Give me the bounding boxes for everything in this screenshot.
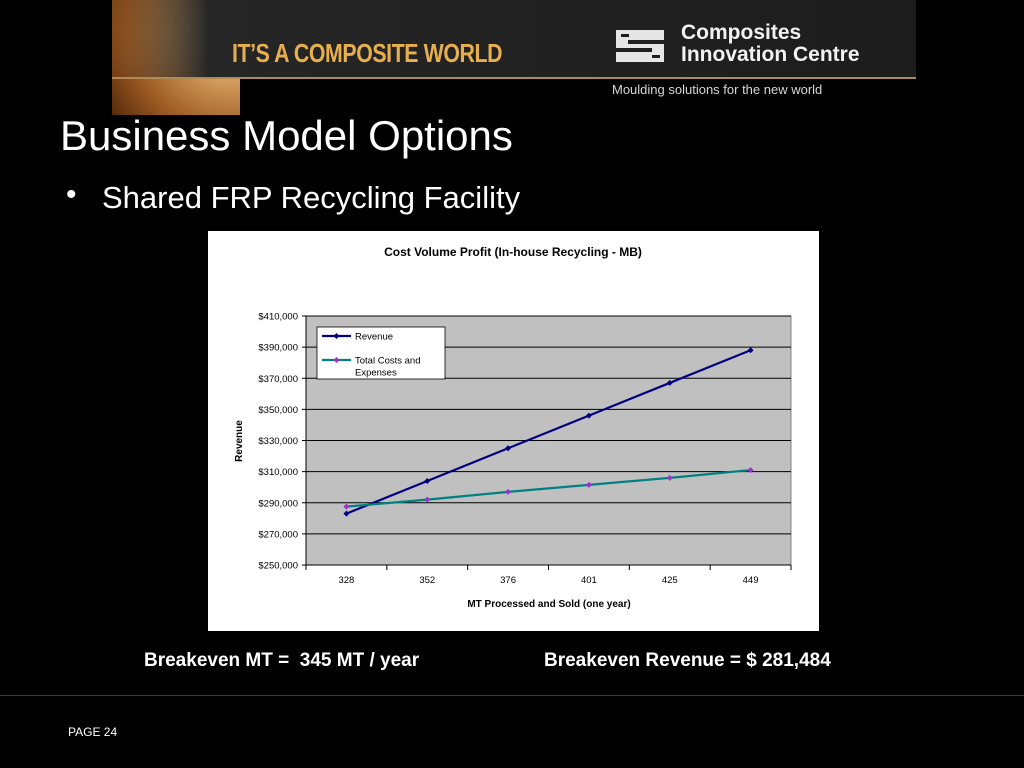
x-axis-label: MT Processed and Sold (one year) (467, 599, 630, 610)
page-number: PAGE 24 (68, 725, 118, 739)
costs-line (346, 468, 751, 508)
slide-title: Business Model Options (60, 112, 513, 159)
org-name-line2: Innovation Centre (681, 43, 860, 66)
costs-point (505, 488, 512, 495)
legend-marker (333, 357, 340, 363)
revenue-line (346, 349, 751, 515)
x-tick-label: 425 (662, 575, 678, 586)
chart-title: Cost Volume Profit (In-house Recycling -… (384, 245, 642, 259)
costs-point (585, 481, 592, 488)
x-tick-label: 376 (500, 575, 516, 586)
costs-point (747, 467, 754, 474)
cic-logo-icon (616, 30, 664, 62)
costs-point (343, 503, 350, 510)
revenue-point (505, 445, 512, 452)
legend-label: Total Costs and Expenses (355, 356, 420, 379)
y-tick-label: $390,000 (258, 343, 298, 354)
breakeven-mt: Breakeven MT = 345 MT / year (144, 650, 420, 671)
revenue-point (747, 347, 754, 354)
x-tick-label: 401 (581, 575, 597, 586)
y-tick-label: $290,000 (258, 498, 298, 509)
x-tick-label: 328 (338, 575, 354, 586)
costs-point (666, 474, 673, 481)
revenue-point (343, 510, 350, 517)
y-tick-label: $410,000 (258, 312, 298, 323)
revenue-point (666, 379, 673, 386)
y-tick-label: $350,000 (258, 405, 298, 416)
y-tick-label: $330,000 (258, 436, 298, 447)
chart-container: $250,000 $270,000 $290,000 $310,000 $330,000… (208, 231, 819, 631)
bullet-text: Shared FRP Recycling Facility (102, 180, 521, 215)
y-tick-label: $270,000 (258, 529, 298, 540)
footer-divider (0, 695, 1024, 696)
tagline: IT’S A COMPOSITE WORLD (232, 38, 503, 68)
bullet-icon: • (66, 178, 77, 211)
header-banner: IT’S A COMPOSITE WORLD Composites Innova… (0, 0, 1024, 115)
cvp-chart: $250,000 $270,000 $290,000 $310,000 $330,000… (234, 245, 792, 610)
y-axis-label: Revenue (234, 420, 245, 462)
y-tick-label: $370,000 (258, 374, 298, 385)
breakeven-revenue: Breakeven Revenue = $ 281,484 (544, 650, 831, 671)
motto: Moulding solutions for the new world (612, 82, 823, 97)
y-tick-label: $310,000 (258, 467, 298, 478)
y-tick-label: $250,000 (258, 561, 298, 572)
revenue-point (585, 412, 592, 419)
banner-band (112, 0, 916, 78)
costs-point (424, 496, 431, 503)
header-divider (112, 77, 916, 79)
x-tick-label: 352 (419, 575, 435, 586)
legend-marker (333, 333, 340, 339)
org-name: Composites Innovation Centre (681, 22, 860, 66)
revenue-point (424, 477, 431, 484)
legend-label: Revenue (355, 332, 393, 343)
x-tick-label: 449 (743, 575, 759, 586)
org-name-line1: Composites (681, 21, 802, 44)
